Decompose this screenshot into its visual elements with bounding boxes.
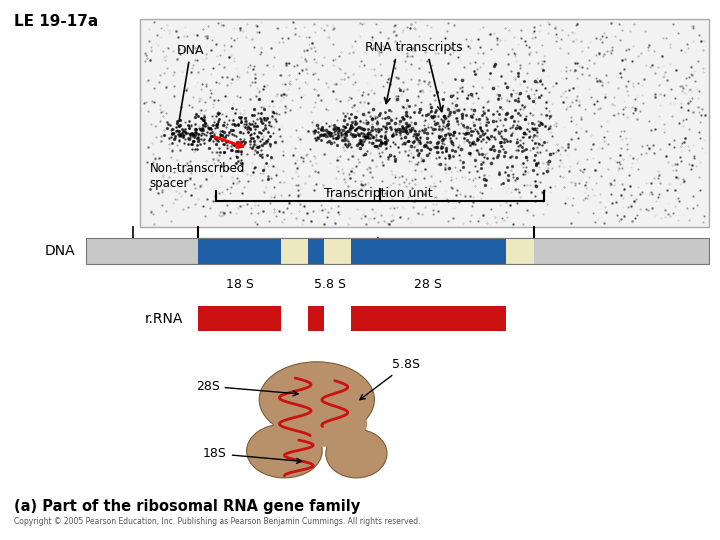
Text: LE 19-17a: LE 19-17a: [14, 14, 99, 29]
Text: 5.8 S: 5.8 S: [315, 278, 346, 291]
Text: DNA: DNA: [177, 44, 204, 122]
Bar: [198, 238, 281, 264]
Text: DNA: DNA: [45, 244, 76, 258]
Bar: [281, 238, 308, 264]
Ellipse shape: [325, 429, 387, 478]
Bar: [198, 307, 281, 330]
Ellipse shape: [246, 424, 323, 478]
Text: Transcription unit: Transcription unit: [324, 187, 432, 200]
Ellipse shape: [259, 362, 374, 437]
Text: (a) Part of the ribosomal RNA gene family: (a) Part of the ribosomal RNA gene famil…: [14, 500, 361, 515]
Bar: [308, 238, 324, 264]
Text: r.RNA: r.RNA: [145, 312, 184, 326]
Bar: [86, 238, 198, 264]
Text: 18S: 18S: [203, 447, 302, 463]
Bar: [308, 307, 324, 330]
Bar: [351, 238, 506, 264]
Text: 18 S: 18 S: [226, 278, 253, 291]
Text: 5.8S: 5.8S: [360, 358, 420, 400]
Bar: [351, 307, 506, 330]
Text: 28 S: 28 S: [415, 278, 442, 291]
Text: Non-transcribed
spacer: Non-transcribed spacer: [150, 162, 245, 190]
Text: Copyright © 2005 Pearson Education, Inc. Publishing as Pearson Benjamin Cummings: Copyright © 2005 Pearson Education, Inc.…: [14, 517, 421, 526]
Bar: [506, 238, 534, 264]
Text: RNA transcripts: RNA transcripts: [365, 41, 463, 54]
Bar: [324, 238, 351, 264]
Ellipse shape: [274, 401, 367, 447]
Text: 28S: 28S: [196, 380, 298, 396]
Bar: [86, 238, 709, 264]
Bar: [140, 19, 709, 227]
Bar: [534, 238, 709, 264]
